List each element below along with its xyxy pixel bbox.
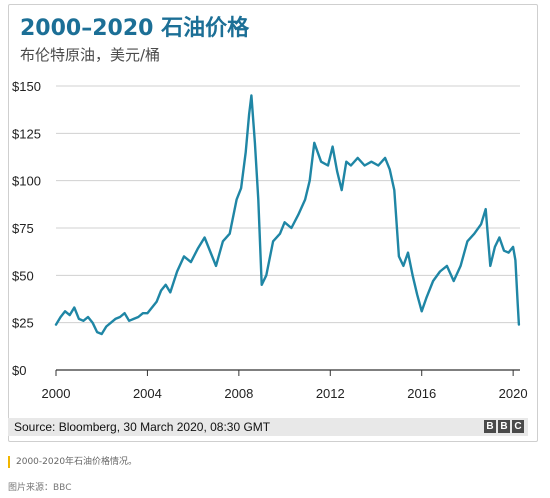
price-series-line: [54, 94, 521, 336]
x-tick-label: 2004: [133, 386, 162, 401]
y-tick-label: $0: [12, 363, 26, 378]
source-bar: Source: Bloomberg, 30 March 2020, 08:30 …: [8, 418, 528, 436]
x-tick-label: 2012: [316, 386, 345, 401]
image-caption: 2000-2020年石油价格情况。: [8, 456, 137, 468]
bbc-logo-letter: C: [512, 420, 524, 433]
image-credit: 图片来源：BBC: [8, 483, 72, 493]
y-tick-label: $25: [12, 316, 34, 331]
bbc-logo-letter: B: [484, 420, 496, 433]
x-tick-label: 2020: [499, 386, 528, 401]
chart-subtitle: 布伦特原油，美元/桶: [20, 46, 161, 64]
y-tick-label: $100: [12, 174, 41, 189]
y-tick-label: $75: [12, 221, 34, 236]
source-text: Source: Bloomberg, 30 March 2020, 08:30 …: [14, 420, 271, 434]
chart-card: [8, 4, 538, 442]
bbc-logo: B B C: [484, 420, 524, 433]
chart-title: 2000–2020 石油价格: [20, 16, 250, 41]
line-chart: $0 $25 $50 $75 $100 $125 $150 2000 2004 2008 2012 2…: [12, 79, 528, 401]
x-tick-label: 2000: [42, 386, 71, 401]
bbc-logo-letter: B: [498, 420, 510, 433]
x-tick-label: 2008: [224, 386, 253, 401]
y-tick-label: $150: [12, 79, 41, 94]
y-tick-label: $50: [12, 268, 34, 283]
y-tick-label: $125: [12, 126, 41, 141]
x-tick-label: 2016: [407, 386, 436, 401]
